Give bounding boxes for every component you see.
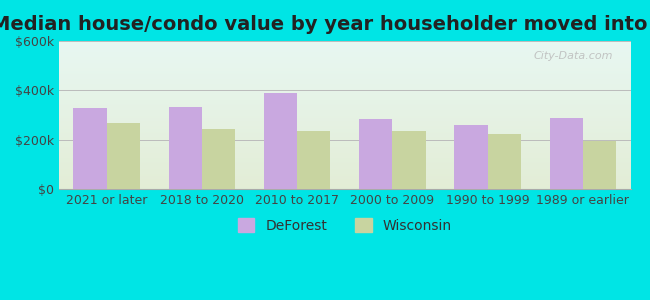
Bar	[583, 141, 616, 189]
Text: City-Data.com: City-Data.com	[534, 52, 614, 61]
Bar	[549, 118, 583, 189]
Bar	[202, 129, 235, 189]
Bar	[264, 93, 297, 189]
Bar	[297, 131, 330, 189]
Bar	[73, 108, 107, 189]
Bar	[488, 134, 521, 189]
Bar	[454, 125, 488, 189]
Bar	[107, 122, 140, 189]
Title: Median house/condo value by year householder moved into unit: Median house/condo value by year househo…	[0, 15, 650, 34]
Bar	[393, 131, 426, 189]
Bar	[168, 106, 202, 189]
Legend: DeForest, Wisconsin: DeForest, Wisconsin	[232, 213, 458, 238]
Bar	[359, 119, 393, 189]
